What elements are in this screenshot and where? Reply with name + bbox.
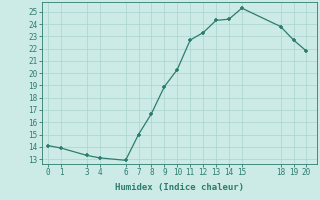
X-axis label: Humidex (Indice chaleur): Humidex (Indice chaleur) — [115, 183, 244, 192]
